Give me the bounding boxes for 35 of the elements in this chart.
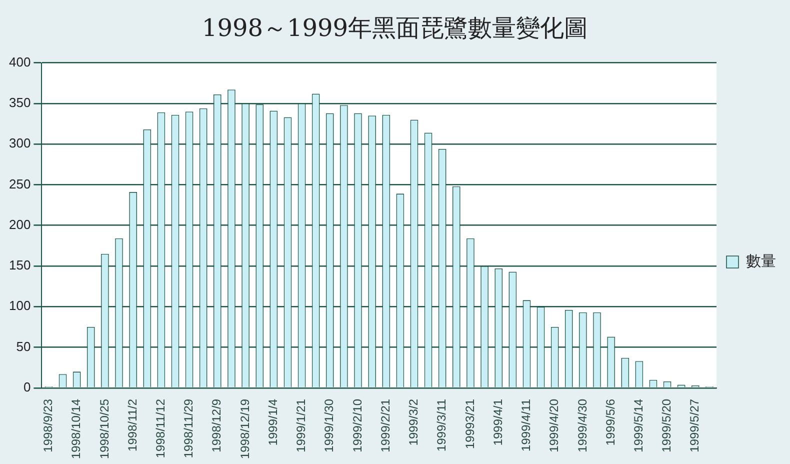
x-tick-label: 1999/4/30 xyxy=(575,398,590,452)
x-tick-label: 1999/2/21 xyxy=(378,398,392,452)
legend-label: 數量 xyxy=(746,252,776,270)
x-tick-label: 1999/1/4 xyxy=(266,398,280,446)
y-tick-label: 150 xyxy=(8,258,31,273)
x-tick-label: 1999/2/10 xyxy=(350,398,364,452)
x-tick-label: 1998/10/25 xyxy=(97,398,112,460)
x-tick-label: 1999/3/11 xyxy=(434,398,449,452)
x-tick-label: 1998/12/19 xyxy=(238,398,252,460)
y-tick-label: 250 xyxy=(8,176,31,192)
x-tick-label: 1999/5/20 xyxy=(660,398,674,452)
x-tick-label: 1999/1/21 xyxy=(294,398,308,452)
x-tick-label: 1998/11/29 xyxy=(182,398,196,458)
x-tick-label: 1999/5/14 xyxy=(631,398,646,452)
chart-title: 1998～1999年黑面琵鷺數量變化圖 xyxy=(200,13,590,44)
x-tick-label: 1999/4/20 xyxy=(547,398,562,452)
x-tick-label: 1999/3/2 xyxy=(406,398,421,446)
x-tick-label: 1998/11/2 xyxy=(125,398,140,452)
y-tick-label: 0 xyxy=(23,380,31,395)
x-tick-label: 1999/5/6 xyxy=(603,398,618,446)
x-tick-label: 1999/1/30 xyxy=(322,398,336,452)
x-tick-label: 1998/12/9 xyxy=(210,398,224,452)
y-tick-label: 400 xyxy=(8,54,31,70)
y-tick-label: 350 xyxy=(8,95,31,110)
y-tick-label: 200 xyxy=(8,216,31,232)
y-tick-label: 100 xyxy=(8,298,31,314)
x-tick-label: 1998/10/14 xyxy=(69,398,84,460)
x-tick-label: 1999/4/11 xyxy=(519,398,534,452)
x-tick-label: 19993/21 xyxy=(462,398,477,450)
y-tick-label: 50 xyxy=(16,338,31,354)
y-tick-label: 300 xyxy=(8,136,31,151)
x-tick-label: 1998/11/12 xyxy=(154,398,168,458)
x-tick-label: 1998/9/23 xyxy=(41,398,56,452)
x-tick-label: 1999/5/27 xyxy=(688,398,702,452)
x-tick-label: 1999/4/1 xyxy=(490,398,505,446)
